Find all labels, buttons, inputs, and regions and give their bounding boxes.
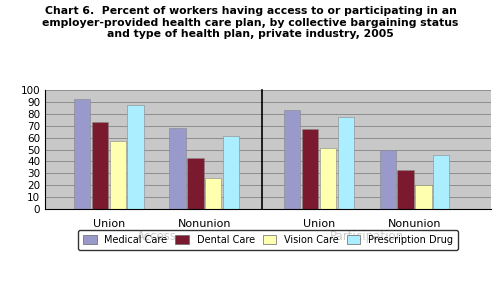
Bar: [320, 148, 336, 209]
Bar: [433, 155, 449, 209]
Bar: [223, 136, 239, 209]
Text: Participation: Participation: [330, 230, 404, 242]
Bar: [205, 178, 221, 209]
Bar: [415, 185, 432, 209]
Bar: [302, 129, 318, 209]
Bar: [127, 105, 144, 209]
Legend: Medical Care, Dental Care, Vision Care, Prescription Drug: Medical Care, Dental Care, Vision Care, …: [78, 230, 458, 250]
Bar: [187, 158, 203, 209]
Bar: [380, 150, 396, 209]
Bar: [110, 141, 126, 209]
Bar: [74, 99, 90, 209]
Bar: [338, 117, 354, 209]
Bar: [284, 110, 301, 209]
Bar: [92, 122, 108, 209]
Text: Access: Access: [137, 230, 176, 242]
Bar: [397, 170, 414, 209]
Text: Chart 6.  Percent of workers having access to or participating in an
employer-pr: Chart 6. Percent of workers having acces…: [42, 6, 459, 39]
Bar: [169, 128, 186, 209]
